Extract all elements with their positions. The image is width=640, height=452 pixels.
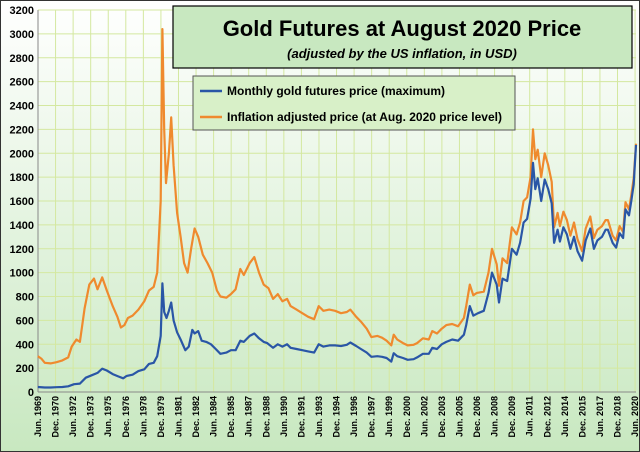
y-tick-label: 0 — [28, 387, 34, 399]
y-tick-label: 600 — [16, 315, 34, 327]
title-box-frame — [172, 5, 633, 69]
series-line-inflation-adjusted — [37, 28, 638, 365]
y-tick-label: 1600 — [10, 196, 34, 208]
x-tick-label: Jun. 2002 — [419, 396, 429, 437]
x-tick-label: Jun. 1975 — [103, 396, 113, 437]
x-tick-label: Jun. 1969 — [33, 396, 43, 437]
x-tick-label: Jun. 2005 — [454, 396, 464, 437]
x-tick-label: Jun. 2014 — [560, 396, 570, 437]
x-tick-label: Dec. 1976 — [121, 396, 131, 438]
x-tick-label: Jun. 1987 — [244, 396, 254, 437]
y-tick-label: 2800 — [10, 53, 34, 65]
x-tick-label: Jun. 1996 — [349, 396, 359, 437]
y-tick-label: 800 — [16, 292, 34, 304]
chart-title: Gold Futures at August 2020 Price — [223, 16, 582, 41]
grid — [37, 9, 636, 393]
x-tick-label: Dec. 1979 — [156, 396, 166, 438]
x-tick-label: Dec. 2012 — [542, 396, 552, 438]
y-tick-label: 400 — [16, 339, 34, 351]
y-tick-label: 200 — [16, 363, 34, 375]
y-tick-label: 1800 — [10, 172, 34, 184]
x-tick-label: Jun. 1978 — [138, 396, 148, 437]
x-tick-label: Jun. 1972 — [68, 396, 78, 437]
x-tick-label: Dec. 1970 — [51, 396, 61, 438]
x-tick-label: Dec. 1991 — [296, 396, 306, 438]
x-tick-label: Dec. 2003 — [437, 396, 447, 438]
y-tick-label: 3000 — [10, 29, 34, 41]
y-axis: 0 200 400 600 800 1000 1200 1400 1600 1800 2000 220… — [10, 5, 34, 399]
x-tick-label: Jun. 1993 — [314, 396, 324, 437]
legend[interactable]: Monthly gold futures price (maximum) Inf… — [192, 75, 516, 131]
x-tick-label: Dec. 2000 — [402, 396, 412, 438]
x-axis: Jun. 1969 Dec. 1970 Jun. 1972 Dec. 1973 Jun.… — [33, 396, 640, 438]
x-tick-label: Dec. 1973 — [86, 396, 96, 438]
chart-subtitle: (adjusted by the US inflation, in USD) — [287, 46, 517, 61]
y-tick-label: 2400 — [10, 101, 34, 113]
y-tick-label: 1000 — [10, 268, 34, 280]
y-tick-label: 3200 — [10, 5, 34, 17]
x-tick-label: Dec. 2009 — [507, 396, 517, 438]
x-tick-label: Dec. 1988 — [261, 396, 271, 438]
y-tick-label: 2200 — [10, 124, 34, 136]
x-tick-label: Dec. 2018 — [613, 396, 623, 438]
y-tick-label: 1400 — [10, 220, 34, 232]
x-tick-label: Jun. 2008 — [490, 396, 500, 437]
x-tick-label: Jun. 1999 — [384, 396, 394, 437]
x-tick-label: Dec. 1982 — [191, 396, 201, 438]
x-tick-label: Jun. 1981 — [173, 396, 183, 437]
x-tick-label: Jun. 2017 — [595, 396, 605, 437]
legend-frame — [192, 75, 516, 131]
series-layer — [37, 28, 638, 389]
x-tick-label: Dec. 1994 — [332, 396, 342, 438]
x-tick-label: Jun. 2011 — [525, 396, 535, 437]
x-tick-label: Dec. 2015 — [577, 396, 587, 438]
legend-label-monthly: Monthly gold futures price (maximum) — [227, 84, 445, 98]
series-line-monthly-price — [37, 144, 638, 389]
x-tick-label: Dec. 2006 — [472, 396, 482, 438]
x-tick-label: Dec. 1997 — [367, 396, 377, 438]
y-tick-label: 2000 — [10, 148, 34, 160]
title-box: Gold Futures at August 2020 Price (adjus… — [172, 5, 633, 69]
x-tick-label: Jun. 1990 — [279, 396, 289, 437]
x-tick-label: Jun. 2020 — [630, 396, 640, 437]
x-tick-label: Dec. 1985 — [226, 396, 236, 438]
x-tick-label: Jun. 1984 — [209, 396, 219, 437]
y-tick-label: 1200 — [10, 244, 34, 256]
y-tick-label: 2600 — [10, 77, 34, 89]
legend-label-inflation: Inflation adjusted price (at Aug. 2020 p… — [227, 110, 502, 124]
